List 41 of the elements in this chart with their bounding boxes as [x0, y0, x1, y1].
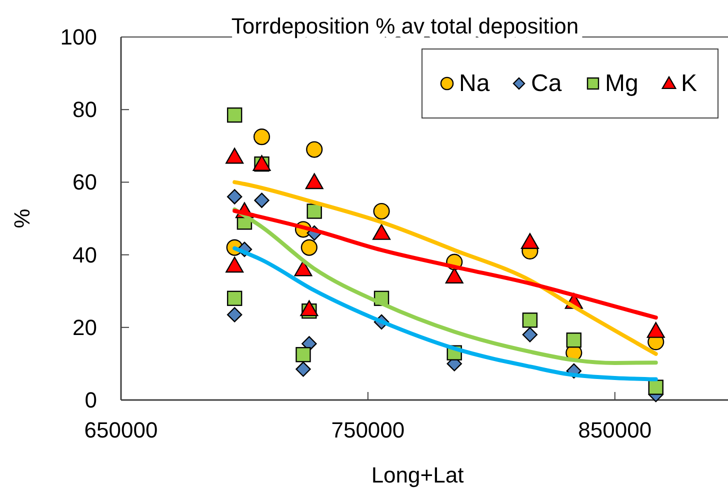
y-axis-title: %	[10, 208, 34, 228]
legend-label: Ca	[531, 70, 562, 97]
point	[305, 173, 324, 190]
x-tick-label: 850000	[578, 418, 652, 442]
point	[648, 380, 664, 395]
x-tick-label: 650000	[84, 418, 158, 442]
point	[306, 204, 322, 219]
point	[296, 362, 311, 377]
y-tick-label: 80	[72, 97, 97, 122]
legend-label: Na	[459, 70, 490, 97]
y-tick-label: 20	[72, 314, 97, 340]
point	[226, 307, 242, 322]
point	[445, 268, 464, 284]
point	[226, 290, 242, 306]
point	[373, 202, 390, 220]
point	[296, 347, 311, 362]
point	[300, 300, 318, 316]
point	[522, 312, 538, 328]
y-tick-label: 60	[72, 170, 97, 195]
point	[300, 239, 318, 256]
point	[306, 141, 323, 158]
point	[226, 148, 244, 164]
point	[294, 260, 312, 276]
point	[226, 256, 244, 273]
x-tick-label: 750000	[331, 418, 405, 442]
y-tick-label: 0	[84, 388, 97, 412]
legend-label: Mg	[605, 70, 638, 97]
x-axis-title: Long+Lat	[371, 462, 464, 488]
chart-title: Torrdeposition % av total deposition	[231, 14, 579, 38]
y-tick-label: 40	[72, 242, 97, 268]
point	[566, 332, 582, 348]
point	[646, 322, 665, 338]
y-tick-label: 100	[60, 24, 97, 50]
point	[522, 327, 538, 342]
point	[226, 189, 242, 204]
point	[372, 224, 391, 240]
point	[254, 192, 270, 208]
legend-label: K	[681, 70, 698, 97]
point	[226, 107, 242, 123]
point	[253, 128, 270, 146]
point	[520, 233, 539, 249]
